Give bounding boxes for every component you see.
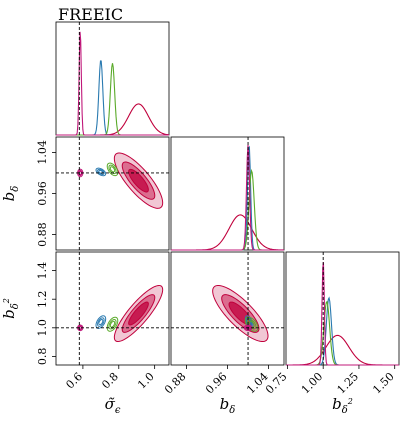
panel-sigma-vs-bd2 [55, 251, 170, 366]
contour-0-2 [128, 301, 149, 326]
x-tick-label: 0.6 [63, 370, 85, 392]
contour-1-1 [97, 317, 105, 327]
marginal-curve-1 [171, 145, 284, 251]
marginal-curve-2 [56, 63, 169, 136]
contour-2-2 [109, 320, 116, 328]
y-tick-label: 1.04 [36, 140, 49, 165]
panel-bd-vs-bd2 [170, 251, 285, 366]
contour-1-1 [97, 168, 105, 175]
x-tick-label: 0.75 [263, 370, 290, 397]
panel-frame [170, 136, 285, 251]
marginal-curve-3 [286, 262, 399, 366]
y-tick-label: 1.0 [36, 319, 49, 337]
marginal-curve-3 [56, 31, 169, 136]
panel-frame [55, 21, 170, 136]
panel-sigma-vs-bd [55, 136, 170, 251]
x-tick-label: 0.88 [162, 370, 189, 397]
x-tick-label: 1.00 [299, 370, 326, 397]
marginal-curve-1 [286, 296, 399, 366]
contour-0-2 [128, 168, 149, 193]
contour-3-1 [77, 325, 83, 331]
marginal-curve-0 [171, 214, 285, 251]
contour-2-1 [246, 319, 257, 330]
contour-2-0 [106, 316, 119, 332]
contour-2-0 [244, 316, 259, 332]
x-axis-label-bd2: bδ2 [332, 395, 353, 416]
y-axis-label-bd: bδ [0, 186, 21, 202]
contour-3-0 [77, 324, 84, 332]
contour-1-0 [95, 167, 107, 177]
panel-marginal-bd [170, 136, 285, 251]
x-tick-label: 0.8 [99, 370, 121, 392]
panel-frame [285, 251, 400, 366]
contour-2-1 [108, 164, 117, 175]
y-tick-label: 0.96 [36, 181, 49, 206]
x-tick-label: 1.50 [370, 370, 397, 397]
contour-1-0 [95, 315, 107, 329]
contour-1-2 [98, 319, 104, 326]
y-tick-label: 1.2 [36, 290, 49, 308]
x-axis-label-bd: bδ [220, 395, 236, 416]
y-tick-label: 0.88 [36, 222, 49, 247]
marginal-curve-0 [286, 334, 399, 366]
x-tick-label: 1.25 [335, 370, 362, 397]
marginal-curve-2 [286, 300, 399, 366]
y-tick-label: 1.4 [36, 262, 49, 280]
x-axis-label-sigma: σ̃ϵ [105, 395, 121, 416]
x-tick-label: 0.96 [203, 370, 230, 397]
marginal-curve-3 [171, 145, 284, 251]
y-tick-label: 0.8 [36, 348, 49, 366]
x-tick-label: 1.0 [135, 370, 157, 392]
panel-marginal-bd2 [285, 251, 400, 366]
contour-2-2 [248, 320, 255, 328]
panel-frame [55, 251, 170, 366]
contour-3-0 [243, 324, 253, 332]
chart-title: FREEIC [58, 5, 123, 24]
panel-marginal-sigma [55, 21, 170, 136]
contour-2-2 [109, 166, 116, 173]
y-axis-label-bd2: bδ2 [0, 298, 21, 319]
marginal-curve-2 [171, 168, 284, 251]
marginal-curve-0 [56, 103, 170, 136]
contour-2-1 [108, 319, 117, 330]
